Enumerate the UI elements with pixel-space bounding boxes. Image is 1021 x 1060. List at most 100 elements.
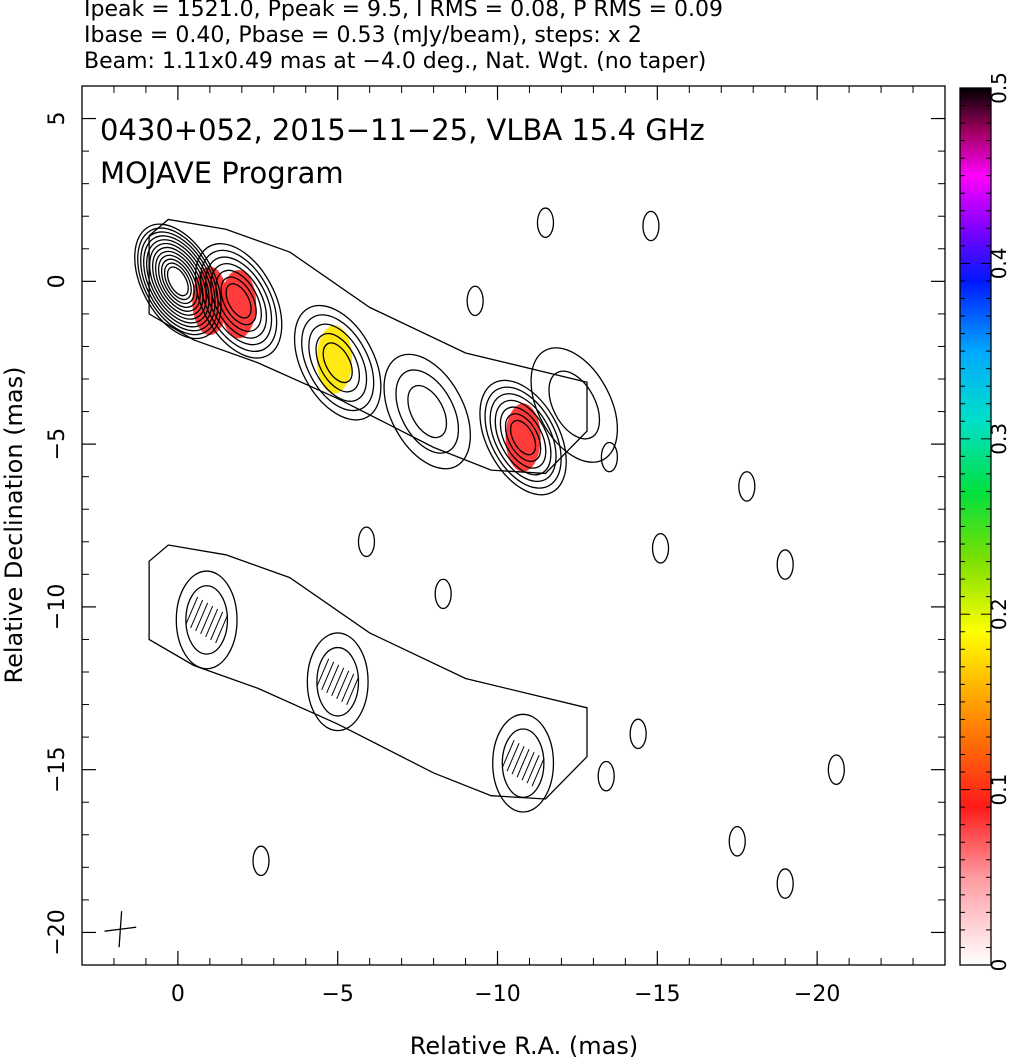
- intensity-component: [293, 304, 382, 421]
- intensity-contour: [395, 369, 460, 454]
- evpa-tick: [326, 664, 340, 693]
- intensity-contour: [293, 304, 382, 421]
- noise-contour: [600, 441, 619, 473]
- intensity-contour: [509, 419, 537, 456]
- intensity-component: [530, 347, 619, 463]
- y-axis-label: Relative Declination (mas): [0, 366, 28, 683]
- intensity-contour: [215, 269, 262, 332]
- intensity-contour: [489, 393, 557, 483]
- x-tick-label: −15: [634, 982, 680, 1007]
- noise-contour: [827, 754, 845, 785]
- y-tick-label: −5: [45, 428, 70, 460]
- evpa-tick: [506, 742, 520, 772]
- intensity-contour: [479, 379, 567, 496]
- intensity-contour: [322, 342, 353, 384]
- plot-title-line-1: 0430+052, 2015−11−25, VLBA 15.4 GHz: [100, 113, 705, 147]
- x-axis-label: Relative R.A. (mas): [410, 1032, 638, 1060]
- evpa-tick: [336, 670, 350, 699]
- evpa-tick: [210, 611, 224, 641]
- noise-contour: [629, 718, 647, 750]
- polarized-jet-outer-contour: [148, 544, 588, 800]
- noise-contour: [466, 285, 484, 317]
- polarized-contour: [501, 728, 545, 798]
- header-line-2: Ibase = 0.40, Pbase = 0.53 (mJy/beam), s…: [84, 23, 642, 48]
- header-line-1: Ipeak = 1521.0, Ppeak = 9.5, I RMS = 0.0…: [84, 0, 723, 22]
- intensity-contour: [157, 254, 198, 308]
- colorbar-tick-label: 0.2: [987, 598, 1011, 630]
- intensity-contour: [166, 266, 189, 297]
- polarized-component: [492, 713, 555, 813]
- jet-outer-contour: [148, 218, 588, 475]
- plot-title-line-2: MOJAVE Program: [100, 156, 344, 190]
- evpa-tick: [321, 661, 335, 690]
- y-tick-label: −10: [45, 584, 70, 630]
- plot-frame: [81, 85, 946, 966]
- evpa-tick: [185, 596, 199, 626]
- colorbar-tick-label: 0.3: [987, 423, 1011, 455]
- y-tick-label: 5: [45, 112, 70, 126]
- evpa-tick: [215, 614, 229, 644]
- intensity-contour: [163, 262, 192, 301]
- intensity-contour: [499, 406, 547, 469]
- noise-contour: [357, 526, 376, 558]
- x-tick-label: −5: [321, 982, 353, 1007]
- header-line-3: Beam: 1.11x0.49 mas at −4.0 deg., Nat. W…: [84, 49, 707, 74]
- intensity-component: [194, 243, 283, 359]
- intensity-contour: [140, 231, 216, 332]
- intensity-contour: [548, 370, 601, 440]
- x-tick-label: −20: [794, 982, 840, 1007]
- evpa-tick: [521, 751, 535, 781]
- noise-contour: [642, 210, 660, 242]
- intensity-contour: [199, 249, 278, 353]
- colorbar-tick-label: 0.1: [987, 774, 1011, 806]
- intensity-contour: [301, 314, 375, 412]
- map-layer: [104, 207, 845, 948]
- noise-contour: [776, 549, 794, 580]
- noise-contour: [434, 578, 452, 610]
- evpa-tick: [511, 745, 525, 775]
- noise-contour: [536, 207, 555, 239]
- colorbar-ticks: 0 0.1 0.2 0.3 0.4 0.5: [960, 72, 1011, 971]
- noise-contour: [738, 471, 756, 502]
- evpa-tick: [516, 748, 530, 778]
- noise-contour: [728, 825, 746, 857]
- intensity-contour: [220, 276, 257, 326]
- intensity-contour: [194, 243, 283, 359]
- intensity-contour: [146, 239, 210, 324]
- evpa-tick: [531, 757, 545, 787]
- noise-contour: [597, 760, 615, 792]
- evpa-tick: [195, 602, 209, 632]
- polarized-component: [306, 632, 369, 732]
- intensity-contour: [143, 235, 213, 328]
- intensity-contour: [160, 258, 195, 305]
- intensity-contour: [151, 246, 204, 316]
- evpa-tick: [526, 754, 540, 784]
- evpa-tick: [205, 608, 219, 638]
- polarized-contour: [316, 646, 360, 717]
- intensity-contour: [205, 256, 273, 346]
- noise-contour: [651, 532, 670, 564]
- intensity-contour: [225, 283, 252, 319]
- colorbar-tick-label: 0: [987, 959, 1011, 972]
- y-tick-label: −20: [45, 909, 70, 955]
- evpa-tick: [190, 599, 204, 629]
- x-tick-label: 0: [171, 982, 185, 1007]
- intensity-contour: [308, 323, 368, 402]
- intensity-contour: [137, 227, 219, 336]
- intensity-contour: [315, 332, 361, 393]
- colorbar-tick-label: 0.5: [987, 72, 1011, 104]
- evpa-tick: [501, 739, 515, 769]
- beam-minor-axis: [104, 926, 137, 932]
- colorbar-gradient: [960, 88, 991, 965]
- evpa-tick: [331, 667, 345, 696]
- noise-contour: [252, 845, 270, 877]
- y-tick-label: 0: [45, 274, 70, 288]
- intensity-contour: [504, 413, 542, 463]
- polarized-contour: [306, 632, 369, 732]
- intensity-contour: [530, 347, 619, 463]
- polarized-component: [175, 570, 238, 670]
- intensity-contour: [484, 386, 562, 489]
- y-tick-label: −15: [45, 746, 70, 792]
- polarized-contour: [175, 570, 238, 670]
